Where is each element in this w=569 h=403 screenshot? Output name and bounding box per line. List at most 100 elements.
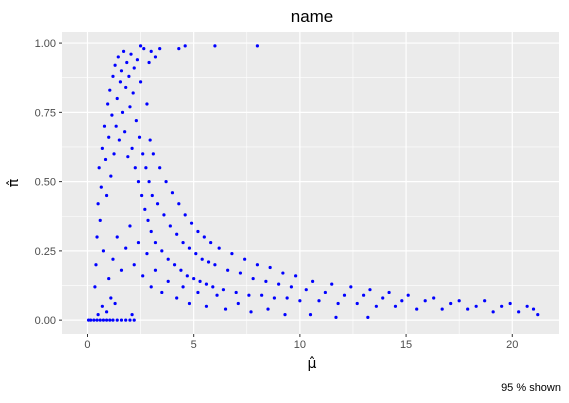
data-point — [423, 299, 427, 303]
data-point — [164, 180, 168, 184]
data-point — [170, 191, 175, 195]
data-point — [103, 157, 108, 162]
data-point — [113, 301, 117, 306]
y-axis-ticks: 0.00 0.25 0.50 0.75 1.00 — [35, 38, 62, 327]
data-point — [141, 274, 145, 278]
data-point — [153, 268, 158, 272]
data-point — [149, 229, 153, 234]
data-point — [151, 152, 155, 156]
data-point — [323, 290, 327, 295]
data-point — [500, 304, 504, 308]
data-point — [243, 257, 247, 261]
data-point — [101, 249, 106, 253]
data-point — [204, 282, 209, 286]
data-point — [525, 304, 529, 308]
data-point — [213, 263, 217, 267]
data-point — [147, 180, 151, 184]
data-point — [116, 55, 120, 59]
data-point — [149, 49, 153, 53]
data-point — [196, 229, 200, 234]
data-point — [150, 193, 154, 198]
chart-caption: 95 % shown — [501, 382, 561, 394]
data-point — [124, 246, 128, 250]
data-point — [268, 265, 272, 270]
data-point — [105, 310, 109, 314]
data-point — [130, 313, 134, 317]
data-point — [249, 310, 253, 314]
data-point — [206, 260, 211, 264]
data-point — [115, 318, 119, 322]
data-point — [115, 235, 119, 239]
data-point — [129, 52, 133, 56]
data-point — [115, 96, 119, 101]
data-point — [138, 80, 143, 84]
data-point — [289, 285, 293, 289]
y-tick-label: 0.25 — [35, 246, 56, 258]
data-point — [100, 146, 104, 150]
data-point — [133, 166, 137, 170]
data-point — [381, 296, 385, 300]
data-point — [283, 313, 287, 317]
data-point — [107, 135, 111, 139]
data-points — [86, 44, 540, 322]
data-point — [160, 290, 164, 295]
data-point — [432, 296, 436, 300]
data-point — [457, 299, 461, 303]
data-point — [355, 301, 359, 306]
x-tick-label: 15 — [400, 339, 412, 351]
data-point — [277, 282, 281, 286]
data-point — [158, 47, 162, 51]
data-point — [111, 318, 115, 322]
data-point — [272, 296, 276, 300]
data-point — [124, 318, 128, 322]
data-point — [223, 307, 228, 311]
data-point — [128, 318, 132, 322]
data-point — [118, 80, 123, 84]
data-point — [124, 85, 128, 90]
data-point — [111, 257, 115, 261]
data-point — [221, 288, 226, 292]
data-point — [415, 307, 419, 311]
data-point — [138, 44, 143, 48]
data-point — [202, 235, 206, 239]
data-point — [119, 318, 124, 322]
data-point — [93, 285, 97, 289]
data-point — [125, 60, 129, 65]
data-point — [141, 152, 145, 156]
data-point — [213, 44, 217, 48]
data-point — [536, 313, 540, 317]
data-point — [192, 276, 196, 281]
data-point — [183, 213, 187, 217]
data-point — [466, 307, 470, 311]
data-point — [108, 88, 112, 92]
data-point — [117, 138, 121, 142]
data-point — [130, 146, 134, 150]
data-point — [185, 274, 189, 278]
data-point — [143, 207, 147, 211]
data-point — [132, 66, 136, 70]
data-point — [162, 213, 166, 217]
data-point — [336, 301, 340, 306]
data-point — [137, 135, 142, 139]
data-point — [361, 293, 366, 297]
data-point — [187, 301, 192, 306]
data-point — [234, 290, 238, 295]
data-point — [366, 315, 370, 319]
data-point — [105, 193, 109, 198]
data-point — [110, 113, 114, 117]
data-point — [491, 310, 495, 314]
data-point — [255, 44, 260, 48]
data-point — [128, 224, 132, 228]
x-axis-label: μ̂ — [308, 356, 317, 372]
data-point — [102, 124, 107, 128]
data-point — [155, 202, 160, 206]
data-point — [123, 130, 127, 134]
data-point — [531, 307, 536, 311]
data-point — [136, 240, 141, 245]
data-point — [145, 102, 149, 106]
data-point — [255, 263, 260, 267]
data-point — [99, 185, 103, 189]
data-point — [440, 307, 444, 311]
data-point — [109, 296, 113, 300]
data-point — [158, 166, 162, 170]
